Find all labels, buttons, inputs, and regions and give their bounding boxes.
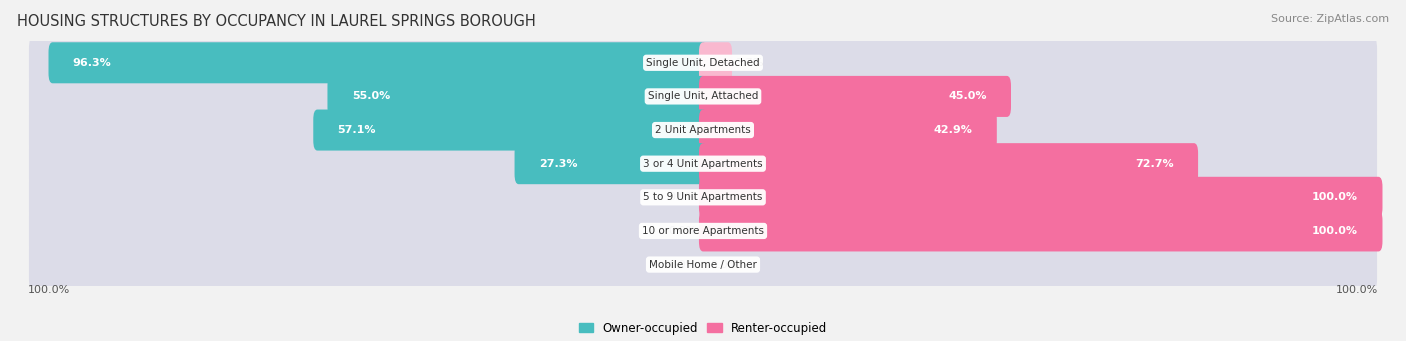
- Text: 45.0%: 45.0%: [948, 91, 987, 101]
- Text: 0.0%: 0.0%: [668, 260, 696, 270]
- FancyBboxPatch shape: [699, 143, 1198, 184]
- Text: 42.9%: 42.9%: [934, 125, 973, 135]
- Text: 0.0%: 0.0%: [668, 226, 696, 236]
- Legend: Owner-occupied, Renter-occupied: Owner-occupied, Renter-occupied: [579, 322, 827, 335]
- Text: Source: ZipAtlas.com: Source: ZipAtlas.com: [1271, 14, 1389, 24]
- FancyBboxPatch shape: [30, 35, 1376, 90]
- Text: Single Unit, Detached: Single Unit, Detached: [647, 58, 759, 68]
- FancyBboxPatch shape: [30, 103, 1376, 157]
- Text: 0.0%: 0.0%: [710, 260, 738, 270]
- Text: 27.3%: 27.3%: [538, 159, 578, 169]
- Text: 100.0%: 100.0%: [28, 285, 70, 295]
- Text: Mobile Home / Other: Mobile Home / Other: [650, 260, 756, 270]
- Text: 10 or more Apartments: 10 or more Apartments: [643, 226, 763, 236]
- FancyBboxPatch shape: [49, 42, 707, 83]
- FancyBboxPatch shape: [30, 237, 1376, 292]
- Text: 0.0%: 0.0%: [668, 192, 696, 202]
- Text: 3 or 4 Unit Apartments: 3 or 4 Unit Apartments: [643, 159, 763, 169]
- FancyBboxPatch shape: [314, 109, 707, 151]
- Text: HOUSING STRUCTURES BY OCCUPANCY IN LAUREL SPRINGS BOROUGH: HOUSING STRUCTURES BY OCCUPANCY IN LAURE…: [17, 14, 536, 29]
- Text: 3.7%: 3.7%: [735, 58, 763, 68]
- FancyBboxPatch shape: [699, 76, 1011, 117]
- Text: 96.3%: 96.3%: [73, 58, 111, 68]
- FancyBboxPatch shape: [699, 210, 1382, 251]
- FancyBboxPatch shape: [699, 109, 997, 151]
- Text: 57.1%: 57.1%: [337, 125, 375, 135]
- FancyBboxPatch shape: [699, 177, 1382, 218]
- FancyBboxPatch shape: [30, 136, 1376, 191]
- FancyBboxPatch shape: [515, 143, 707, 184]
- Text: 100.0%: 100.0%: [1336, 285, 1378, 295]
- Text: 72.7%: 72.7%: [1135, 159, 1174, 169]
- Text: 5 to 9 Unit Apartments: 5 to 9 Unit Apartments: [644, 192, 762, 202]
- Text: 55.0%: 55.0%: [352, 91, 389, 101]
- Text: Single Unit, Attached: Single Unit, Attached: [648, 91, 758, 101]
- FancyBboxPatch shape: [30, 69, 1376, 124]
- FancyBboxPatch shape: [699, 42, 733, 83]
- FancyBboxPatch shape: [30, 170, 1376, 225]
- FancyBboxPatch shape: [30, 204, 1376, 258]
- Text: 100.0%: 100.0%: [1312, 226, 1358, 236]
- FancyBboxPatch shape: [328, 76, 707, 117]
- Text: 2 Unit Apartments: 2 Unit Apartments: [655, 125, 751, 135]
- Text: 100.0%: 100.0%: [1312, 192, 1358, 202]
